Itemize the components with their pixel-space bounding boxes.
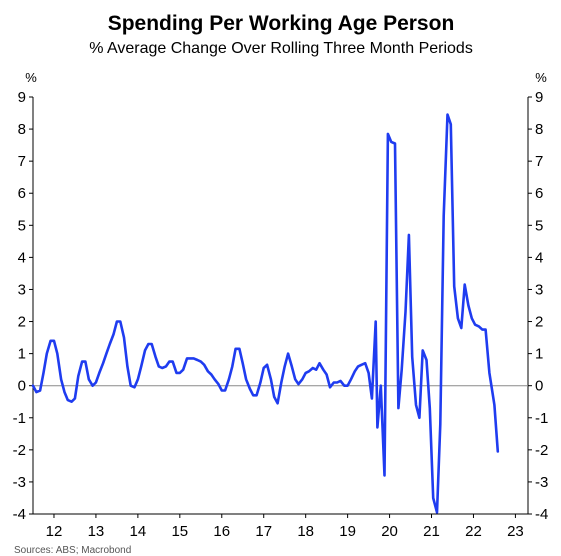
y-tick-label-right: -3: [535, 474, 548, 491]
plot-area: 9 98 87 76 65 54 43 32 21 10 0-1 -1-2 -2-3 -3-4 -412 13…: [13, 89, 549, 540]
y-tick-label-left: 8: [18, 121, 26, 138]
chart-subtitle: % Average Change Over Rolling Three Mont…: [89, 40, 473, 57]
y-tick-label-right: 5: [535, 217, 543, 234]
x-tick-label: 23: [507, 523, 524, 540]
y-tick-label-left: -4: [13, 506, 26, 523]
y-tick-label-left: 2: [18, 314, 26, 331]
y-tick-label-right: 7: [535, 153, 543, 170]
y-tick-label-right: 3: [535, 281, 543, 298]
y-tick-label-left: 5: [18, 217, 26, 234]
y-tick-label-left: 9: [18, 89, 26, 106]
y-axis-unit-right: %: [535, 70, 547, 85]
y-tick-label-left: 7: [18, 153, 26, 170]
y-tick-label-left: 4: [18, 249, 26, 266]
y-tick-label-left: -3: [13, 474, 26, 491]
x-tick-label: 16: [213, 523, 230, 540]
y-tick-label-right: 0: [535, 378, 543, 395]
y-tick-label-left: 6: [18, 185, 26, 202]
y-tick-label-right: 6: [535, 185, 543, 202]
y-tick-label-left: -2: [13, 442, 26, 459]
x-tick-label: 17: [255, 523, 272, 540]
y-tick-label-right: 8: [535, 121, 543, 138]
y-tick-label-left: 0: [18, 378, 26, 395]
x-tick-label: 20: [381, 523, 398, 540]
x-tick-label: 15: [171, 523, 188, 540]
y-tick-label-right: -4: [535, 506, 548, 523]
y-tick-label-left: -1: [13, 410, 26, 427]
x-tick-label: 18: [297, 523, 314, 540]
x-tick-label: 22: [465, 523, 482, 540]
x-tick-label: 14: [130, 523, 147, 540]
y-tick-label-left: 1: [18, 346, 26, 363]
y-tick-label-left: 3: [18, 281, 26, 298]
y-tick-label-right: -1: [535, 410, 548, 427]
y-tick-label-right: 1: [535, 346, 543, 363]
y-axis-unit-left: %: [25, 70, 37, 85]
x-tick-label: 19: [339, 523, 356, 540]
y-tick-label-right: 4: [535, 249, 543, 266]
source-note: Sources: ABS; Macrobond: [14, 545, 131, 556]
x-tick-label: 21: [423, 523, 440, 540]
y-tick-label-right: -2: [535, 442, 548, 459]
x-tick-label: 13: [88, 523, 105, 540]
series-line-0: [31, 113, 500, 514]
chart-title: Spending Per Working Age Person: [108, 12, 455, 35]
y-tick-label-right: 9: [535, 89, 543, 106]
y-tick-label-right: 2: [535, 314, 543, 331]
x-tick-label: 12: [46, 523, 63, 540]
